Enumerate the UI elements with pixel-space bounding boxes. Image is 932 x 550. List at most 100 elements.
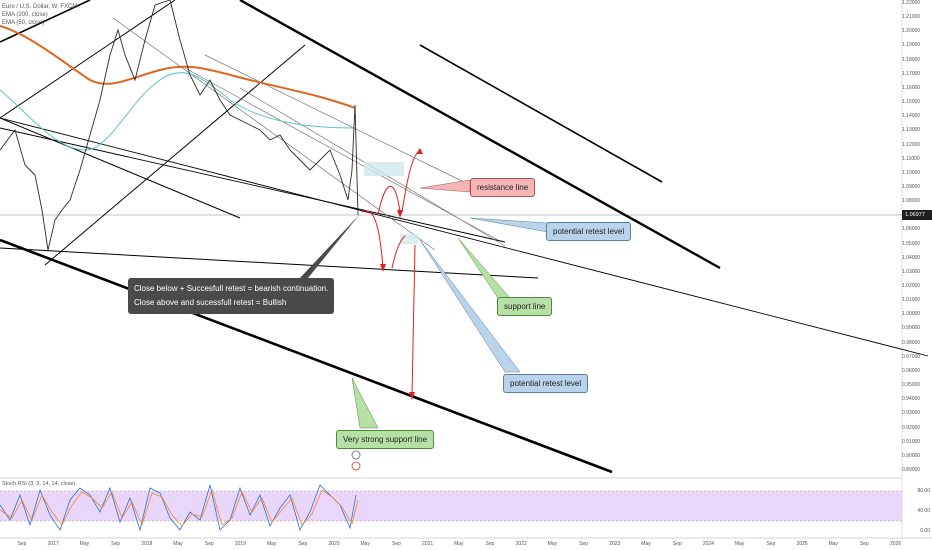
time-tick-label: Sep: [485, 541, 495, 547]
price-tick-label: 1.05000: [902, 240, 921, 247]
trendline-long-down-1: [239, 0, 721, 270]
time-tick-label: Sep: [298, 541, 308, 547]
price-tick-label: 0.94000: [902, 396, 921, 403]
time-tick-label: May: [454, 541, 464, 547]
time-tick-label: 2026: [890, 541, 902, 547]
price-tick-label: 0.92000: [902, 424, 921, 431]
price-tick-label: 1.08000: [902, 198, 921, 205]
very-strong-support-label: Very strong support line: [336, 430, 435, 449]
price-tick-label: 1.11000: [902, 155, 920, 162]
price-tick-label: 1.13000: [902, 127, 921, 134]
stoch-d-line: [0, 488, 359, 527]
price-tick-label: 1.12000: [902, 141, 921, 148]
trendline-mid-left: [0, 117, 241, 219]
time-tick-label: Sep: [579, 541, 589, 547]
price-tick-label: 0.96000: [902, 367, 921, 374]
retest-zone-2: [400, 234, 418, 244]
time-tick-label: May: [173, 541, 183, 547]
trendline-channel-mid: [0, 127, 506, 243]
potential-retest-label-2: potential retest level: [503, 374, 589, 393]
time-tick-label: May: [734, 541, 745, 547]
support-line-label: support line: [497, 297, 553, 316]
major-trendlines: [0, 0, 929, 474]
time-tick-label: Sep: [391, 541, 401, 547]
ema200-line: [0, 25, 356, 109]
strategy-note: Close below + Succesfull retest = bearis…: [128, 278, 335, 314]
price-tick-label: 1.00000: [902, 311, 921, 318]
price-tick-label: 1.09000: [902, 183, 921, 190]
ema50-line: [0, 72, 356, 151]
time-tick-label: May: [266, 541, 277, 547]
event-marker-2[interactable]: [351, 461, 361, 471]
trendline-wedge-lower: [0, 247, 539, 279]
time-tick-label: Sep: [17, 541, 27, 547]
price-tick-label: 1.10000: [902, 169, 921, 176]
price-tick-label: 1.17000: [902, 70, 921, 77]
trendline-very-strong-support: [0, 238, 613, 474]
legend-ema200: EMA (200, close): [2, 12, 48, 18]
time-tick-label: Sep: [766, 541, 776, 547]
stoch-level-40: 40.00: [917, 508, 930, 514]
price-tick-label: 0.98000: [902, 339, 921, 346]
price-tick-label: 0.95000: [902, 382, 921, 389]
time-tick-label: 2018: [141, 541, 153, 547]
stoch-rsi-title: Stoch RSI (3, 3, 14, 14, close): [2, 481, 76, 487]
chart-legend: Euro / U.S. Dollar, W, FXCM EMA (200, cl…: [2, 3, 77, 27]
time-tick-label: 2021: [422, 541, 434, 547]
trendline-rising-channel-2: [0, 0, 176, 119]
price-tick-label: 1.19000: [902, 42, 921, 49]
price-tick-label: 1.01000: [902, 297, 921, 304]
time-tick-label: Sep: [111, 541, 121, 547]
price-tick-label: 1.06000: [902, 226, 921, 233]
stoch-level-80: 80.00: [917, 488, 930, 494]
time-tick-label: 2022: [515, 541, 527, 547]
time-tick-label: 2025: [796, 541, 808, 547]
time-tick-label: Sep: [859, 541, 869, 547]
resistance-line-label: resistance line: [470, 178, 536, 197]
event-marker-1[interactable]: [351, 450, 361, 460]
time-tick-label: May: [641, 541, 651, 547]
time-tick-label: 2023: [609, 541, 621, 547]
price-tick-label: 1.04000: [902, 254, 921, 261]
chart-title: Euro / U.S. Dollar, W, FXCM: [2, 4, 78, 10]
price-tick-label: 1.20000: [902, 28, 921, 35]
time-tick-label: 2019: [234, 541, 246, 547]
callout-pointers: [300, 179, 549, 429]
strategy-line-1: Close below + Succesfull retest = bearis…: [134, 284, 329, 293]
time-tick-label: 2024: [702, 541, 714, 547]
price-tick-label: 0.93000: [902, 410, 921, 417]
retest-zone-1: [364, 162, 404, 176]
price-tick-label: 0.99000: [902, 325, 921, 332]
price-tick-label: 0.89000: [902, 466, 921, 473]
price-tick-label: 1.16000: [902, 84, 921, 91]
price-tick-label: 0.97000: [902, 353, 921, 360]
price-tick-label: 1.22000: [902, 0, 921, 6]
price-tick-label: 0.90000: [902, 452, 921, 459]
time-tick-label: May: [828, 541, 838, 547]
time-tick-label: May: [360, 541, 370, 547]
current-price-badge: 1.06977: [902, 210, 932, 220]
time-tick-label: Sep: [204, 541, 214, 547]
price-line: [0, 0, 359, 251]
time-tick-label: May: [79, 541, 90, 547]
time-tick-label: 2020: [328, 541, 340, 547]
time-tick-label: 2017: [47, 541, 59, 547]
trendline-rising-channel: [44, 44, 306, 266]
trendline-long-mid: [0, 117, 929, 357]
price-tick-label: 0.91000: [902, 438, 921, 445]
price-tick-label: 1.03000: [902, 268, 921, 275]
time-tick-label: May: [547, 541, 558, 547]
price-tick-label: 1.02000: [902, 283, 921, 289]
price-tick-label: 1.15000: [902, 99, 921, 106]
stoch-k-line: [0, 484, 357, 532]
trendline-upper-left: [0, 0, 91, 43]
stoch-band: [0, 491, 902, 521]
time-tick-label: Sep: [672, 541, 682, 547]
price-tick-label: 1.21000: [902, 14, 921, 21]
trendline-long-down-2: [419, 44, 663, 183]
potential-retest-label-1: potential retest level: [546, 222, 632, 241]
stoch-level-0: 0.00: [920, 528, 930, 534]
legend-ema50: EMA (50, close): [2, 20, 45, 26]
price-tick-label: 1.18000: [902, 56, 921, 63]
